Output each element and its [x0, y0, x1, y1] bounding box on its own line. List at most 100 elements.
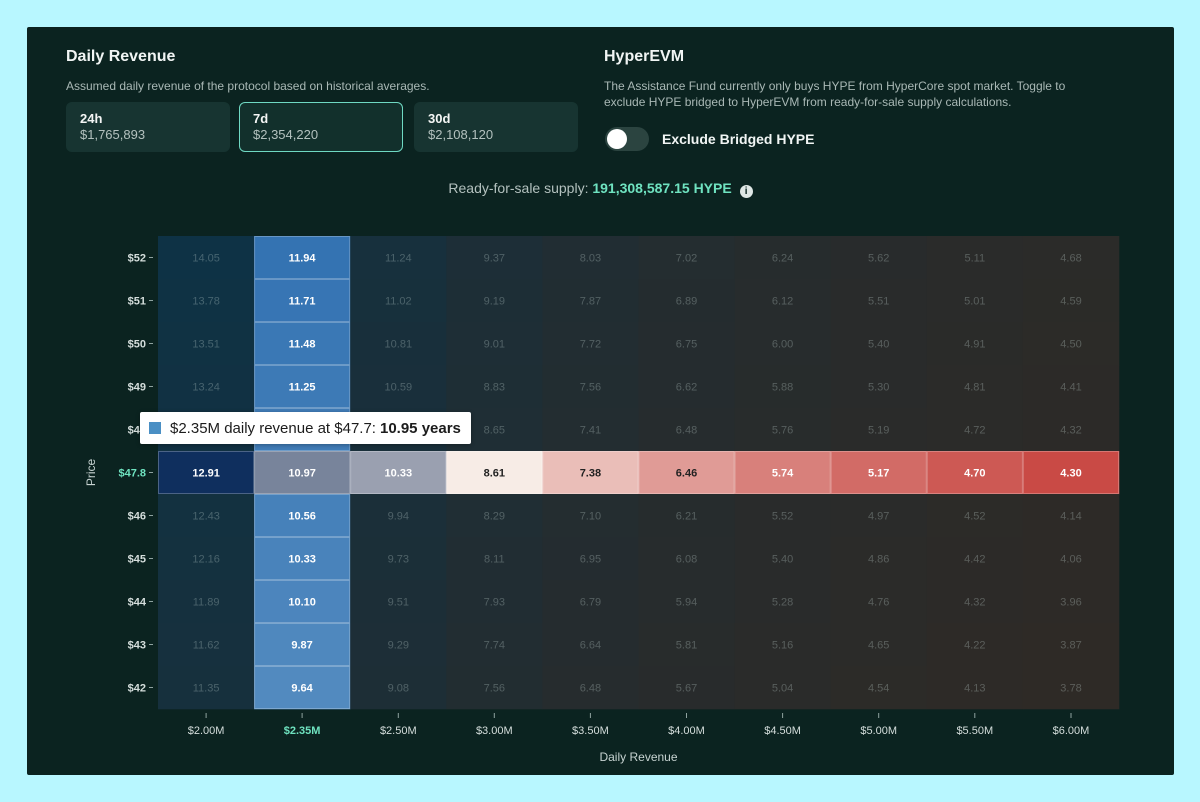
- heatmap-cell[interactable]: [446, 494, 543, 538]
- heatmap-cell[interactable]: [1022, 279, 1120, 323]
- heatmap-cell[interactable]: [734, 365, 831, 409]
- heatmap-cell[interactable]: [638, 666, 735, 710]
- heatmap-cell[interactable]: [446, 537, 543, 581]
- heatmap-cell[interactable]: [350, 580, 447, 624]
- heatmap-cell[interactable]: [830, 580, 928, 624]
- heatmap-cell[interactable]: [926, 236, 1024, 280]
- heatmap-cell[interactable]: [1022, 365, 1120, 409]
- heatmap-cell[interactable]: [638, 236, 735, 280]
- exclude-bridged-toggle[interactable]: [605, 127, 649, 151]
- heatmap-cell[interactable]: [446, 365, 543, 409]
- heatmap-cell[interactable]: [158, 365, 255, 409]
- heatmap-cell[interactable]: [734, 236, 831, 280]
- heatmap-cell[interactable]: [638, 408, 735, 452]
- heatmap-cell[interactable]: [446, 666, 543, 710]
- heatmap-cell[interactable]: [542, 408, 639, 452]
- heatmap-cell[interactable]: [254, 494, 351, 538]
- heatmap-cell[interactable]: [158, 451, 255, 495]
- heatmap-cell[interactable]: [446, 322, 543, 366]
- heatmap-cell[interactable]: [446, 623, 543, 667]
- heatmap-cell[interactable]: [1022, 408, 1120, 452]
- exclude-bridged-label[interactable]: Exclude Bridged HYPE: [662, 131, 815, 147]
- heatmap-cell[interactable]: [638, 451, 735, 495]
- heatmap-cell[interactable]: [926, 623, 1024, 667]
- heatmap-cell[interactable]: [254, 623, 351, 667]
- heatmap-cell[interactable]: [926, 666, 1024, 710]
- heatmap-cell[interactable]: [926, 580, 1024, 624]
- heatmap-cell[interactable]: [926, 322, 1024, 366]
- heatmap-cell[interactable]: [638, 494, 735, 538]
- heatmap-cell[interactable]: [446, 279, 543, 323]
- heatmap-cell[interactable]: [926, 537, 1024, 581]
- heatmap-cell[interactable]: [446, 236, 543, 280]
- period-button-7d[interactable]: 7d $2,354,220: [239, 102, 403, 152]
- heatmap-cell[interactable]: [638, 580, 735, 624]
- heatmap-cell[interactable]: [542, 494, 639, 538]
- heatmap-cell[interactable]: [830, 623, 928, 667]
- heatmap-cell[interactable]: [926, 451, 1024, 495]
- heatmap-cell[interactable]: [734, 623, 831, 667]
- heatmap-cell[interactable]: [734, 580, 831, 624]
- heatmap-cell[interactable]: [158, 623, 255, 667]
- heatmap-cell[interactable]: [830, 322, 928, 366]
- heatmap-cell[interactable]: [158, 279, 255, 323]
- heatmap-cell[interactable]: [830, 666, 928, 710]
- heatmap-cell[interactable]: [830, 365, 928, 409]
- heatmap-cell[interactable]: [542, 451, 639, 495]
- heatmap-cell[interactable]: [542, 666, 639, 710]
- heatmap-cell[interactable]: [638, 279, 735, 323]
- heatmap-cell[interactable]: [542, 365, 639, 409]
- period-button-30d[interactable]: 30d $2,108,120: [414, 102, 578, 152]
- heatmap-cell[interactable]: [158, 236, 255, 280]
- heatmap-cell[interactable]: [1022, 494, 1120, 538]
- heatmap-cell[interactable]: [542, 236, 639, 280]
- heatmap-cell[interactable]: [830, 236, 928, 280]
- heatmap-cell[interactable]: [638, 322, 735, 366]
- info-icon[interactable]: i: [739, 185, 753, 198]
- heatmap-cell[interactable]: [254, 322, 351, 366]
- heatmap-cell[interactable]: [542, 580, 639, 624]
- heatmap-cell[interactable]: [638, 537, 735, 581]
- heatmap-cell[interactable]: [350, 322, 447, 366]
- heatmap-cell[interactable]: [254, 236, 351, 280]
- period-button-24h[interactable]: 24h $1,765,893: [66, 102, 230, 152]
- heatmap-cell[interactable]: [734, 537, 831, 581]
- heatmap-cell[interactable]: [830, 451, 928, 495]
- heatmap-cell[interactable]: [926, 365, 1024, 409]
- heatmap-cell[interactable]: [158, 666, 255, 710]
- heatmap-cell[interactable]: [1022, 451, 1120, 495]
- heatmap-cell[interactable]: [1022, 623, 1120, 667]
- heatmap-cell[interactable]: [542, 322, 639, 366]
- heatmap-cell[interactable]: [1022, 666, 1120, 710]
- heatmap-cell[interactable]: [734, 451, 831, 495]
- heatmap-cell[interactable]: [350, 666, 447, 710]
- heatmap-cell[interactable]: [158, 537, 255, 581]
- heatmap-cell[interactable]: [350, 623, 447, 667]
- heatmap-cell[interactable]: [1022, 322, 1120, 366]
- heatmap-cell[interactable]: [350, 279, 447, 323]
- heatmap-cell[interactable]: [542, 279, 639, 323]
- heatmap-cell[interactable]: [254, 537, 351, 581]
- heatmap-cell[interactable]: [734, 279, 831, 323]
- heatmap-cell[interactable]: [830, 279, 928, 323]
- heatmap-cell[interactable]: [350, 537, 447, 581]
- heatmap-cell[interactable]: [926, 494, 1024, 538]
- heatmap-cell[interactable]: [734, 322, 831, 366]
- heatmap-cell[interactable]: [446, 580, 543, 624]
- heatmap-cell[interactable]: [158, 494, 255, 538]
- heatmap-cell[interactable]: [254, 451, 351, 495]
- heatmap-cell[interactable]: [830, 408, 928, 452]
- heatmap-cell[interactable]: [734, 408, 831, 452]
- heatmap-cell[interactable]: [254, 666, 351, 710]
- heatmap-cell[interactable]: [1022, 537, 1120, 581]
- heatmap-cell[interactable]: [1022, 236, 1120, 280]
- heatmap-cell[interactable]: [542, 623, 639, 667]
- heatmap-cell[interactable]: [638, 623, 735, 667]
- heatmap-cell[interactable]: [254, 580, 351, 624]
- heatmap-cell[interactable]: [1022, 580, 1120, 624]
- heatmap-cell[interactable]: [350, 365, 447, 409]
- heatmap-cell[interactable]: [446, 451, 543, 495]
- heatmap-cell[interactable]: [830, 537, 928, 581]
- heatmap-cell[interactable]: [350, 236, 447, 280]
- heatmap-cell[interactable]: [734, 494, 831, 538]
